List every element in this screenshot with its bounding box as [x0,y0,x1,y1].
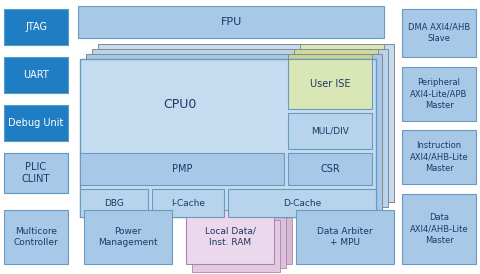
Bar [80,189,148,217]
Text: Peripheral
AXI4-Lite/APB
Master: Peripheral AXI4-Lite/APB Master [410,78,468,110]
Text: Instruction
AXI4/AHB-Lite
Master: Instruction AXI4/AHB-Lite Master [410,141,468,173]
Text: UART: UART [23,70,49,80]
Bar [92,49,388,207]
Text: DBG: DBG [104,198,124,207]
Text: DMA AXI4/AHB
Slave: DMA AXI4/AHB Slave [408,23,470,43]
Bar [4,9,68,45]
Text: Multicore
Controller: Multicore Controller [13,227,59,247]
Bar [288,54,372,128]
Bar [204,212,292,264]
Bar [294,49,378,123]
Bar [192,220,280,272]
Text: PLIC
CLINT: PLIC CLINT [22,162,50,184]
Bar [402,130,476,184]
Bar [198,216,286,268]
Bar [402,9,476,57]
Text: D-Cache: D-Cache [283,198,321,207]
Bar [288,153,372,185]
Text: JTAG: JTAG [25,22,47,32]
Bar [86,54,382,212]
Bar [288,113,372,149]
Bar [152,189,224,217]
Bar [4,153,68,193]
Bar [80,59,376,217]
Bar [80,59,376,217]
Bar [80,153,284,185]
Bar [84,210,172,264]
Bar [4,57,68,93]
Text: FPU: FPU [220,17,241,27]
Bar [300,44,384,118]
Bar [4,210,68,264]
Bar [4,105,68,141]
Text: PMP: PMP [172,164,192,174]
Bar [228,189,376,217]
Bar [78,6,384,38]
Text: Power
Management: Power Management [98,227,158,247]
Text: I-Cache: I-Cache [171,198,205,207]
Bar [98,44,394,202]
Bar [296,210,394,264]
Text: Data
AXI4/AHB-Lite
Master: Data AXI4/AHB-Lite Master [410,213,468,245]
Text: CSR: CSR [320,164,340,174]
Bar [402,194,476,264]
Text: Debug Unit: Debug Unit [8,118,64,128]
Text: CPU0: CPU0 [163,98,197,110]
Bar [186,210,274,264]
Bar [288,59,372,109]
Text: Data Arbiter
+ MPU: Data Arbiter + MPU [317,227,373,247]
Bar [402,67,476,121]
Text: Local Data/
Inst. RAM: Local Data/ Inst. RAM [204,227,255,247]
Text: MUL/DIV: MUL/DIV [311,127,349,136]
Text: User ISE: User ISE [310,79,350,89]
